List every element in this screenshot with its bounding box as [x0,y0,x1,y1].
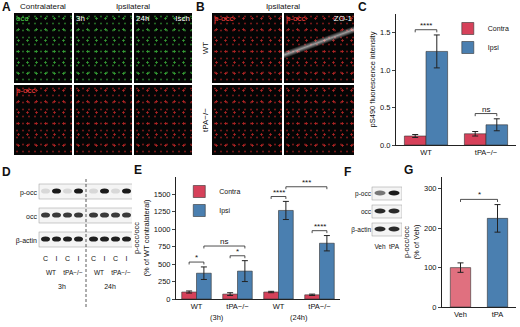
svg-text:1500: 1500 [154,190,171,199]
svg-text:0.5: 0.5 [380,103,390,112]
svg-text:Ipsi: Ipsi [219,207,230,215]
svg-text:****: **** [420,21,432,30]
svg-text:0: 0 [166,295,170,304]
svg-text:p-occ/occ(% of Veh): p-occ/occ(% of Veh) [402,224,421,260]
svg-text:I: I [78,255,80,262]
svg-text:24h: 24h [104,283,116,290]
svg-text:I: I [126,255,128,262]
svg-text:tPA: tPA [492,310,504,319]
svg-text:500: 500 [158,260,171,269]
svg-text:WT: WT [420,148,432,157]
html-text:ZO-1: ZO-1 [333,14,352,23]
html-text:3h: 3h [76,14,85,23]
svg-text:WT: WT [273,302,285,311]
svg-text:*: * [236,247,239,256]
svg-text:200: 200 [424,224,437,233]
svg-text:Contra: Contra [488,25,509,32]
svg-text:0.0: 0.0 [380,141,390,150]
html-text:p-occ: p-occ [16,86,36,95]
html-text:Ipsilateral: Ipsilateral [265,2,301,11]
svg-text:p-occ: p-occ [355,190,372,198]
svg-text:C: C [65,255,70,262]
html-text:Ipsilateral: Ipsilateral [115,2,151,11]
svg-text:Contra: Contra [219,188,240,195]
svg-text:100: 100 [424,263,437,272]
svg-text:p-occ/occ(% of WT contralatera: p-occ/occ(% of WT contralateral) [132,199,151,276]
html-text:p-occ: p-occ [214,14,234,23]
svg-text:pS490 fluorescence intensity: pS490 fluorescence intensity [368,31,377,127]
svg-text:(3h): (3h) [210,313,224,322]
svg-text:occ: occ [26,213,37,220]
svg-text:C: C [91,255,96,262]
svg-text:tPA−/−: tPA−/− [308,302,331,311]
svg-text:1.0: 1.0 [380,66,390,75]
html-text:D: D [2,165,11,179]
html-text:Isch: Isch [175,14,190,23]
svg-text:***: *** [302,178,311,187]
html-text:24h: 24h [136,14,150,23]
svg-text:Veh: Veh [454,310,467,319]
svg-text:****: **** [314,222,326,231]
svg-text:tPA−/−: tPA−/− [226,302,249,311]
svg-text:ns: ns [482,105,490,114]
svg-text:3h: 3h [58,283,66,290]
svg-text:C: C [113,255,118,262]
svg-text:I: I [104,255,106,262]
svg-text:WT: WT [46,269,56,276]
svg-text:I: I [56,255,58,262]
svg-text:1000: 1000 [154,225,171,234]
svg-text:*: * [195,253,198,262]
svg-text:*: * [478,190,481,199]
svg-text:occ: occ [361,208,372,215]
html-text:C: C [358,0,367,14]
svg-text:p-occ: p-occ [20,189,38,197]
html-text:tPA−/−: tPA−/− [201,108,210,132]
html-text:E: E [134,163,142,177]
svg-text:300: 300 [424,184,437,193]
html-text:WT: WT [201,41,210,55]
html-text:F: F [344,165,352,179]
svg-text:(24h): (24h) [290,313,308,322]
svg-text:tPA−/−: tPA−/− [63,269,83,276]
svg-text:tPA−/−: tPA−/− [475,148,498,157]
svg-text:β-actin: β-actin [351,226,371,234]
svg-text:tPA: tPA [389,243,400,250]
svg-text:β-actin: β-actin [16,237,37,245]
html-text:A: A [2,0,11,14]
html-text:Contralateral: Contralateral [20,2,66,11]
svg-text:Ipsi: Ipsi [488,44,499,52]
svg-text:0: 0 [432,303,436,312]
svg-text:WT: WT [94,269,104,276]
svg-text:WT: WT [191,302,203,311]
html-text:occ: occ [16,14,29,23]
svg-text:ns: ns [220,237,228,246]
svg-text:Veh: Veh [374,243,386,250]
html-text:G: G [404,163,414,177]
svg-text:250: 250 [158,277,171,286]
svg-text:****: **** [273,188,285,197]
svg-text:tPA−/−: tPA−/− [111,269,131,276]
svg-text:750: 750 [158,242,171,251]
html-text:B: B [196,0,205,14]
svg-text:1.5: 1.5 [380,28,390,37]
html-text:p-occ: p-occ [286,14,306,23]
svg-text:C: C [43,255,48,262]
svg-text:1250: 1250 [154,207,171,216]
